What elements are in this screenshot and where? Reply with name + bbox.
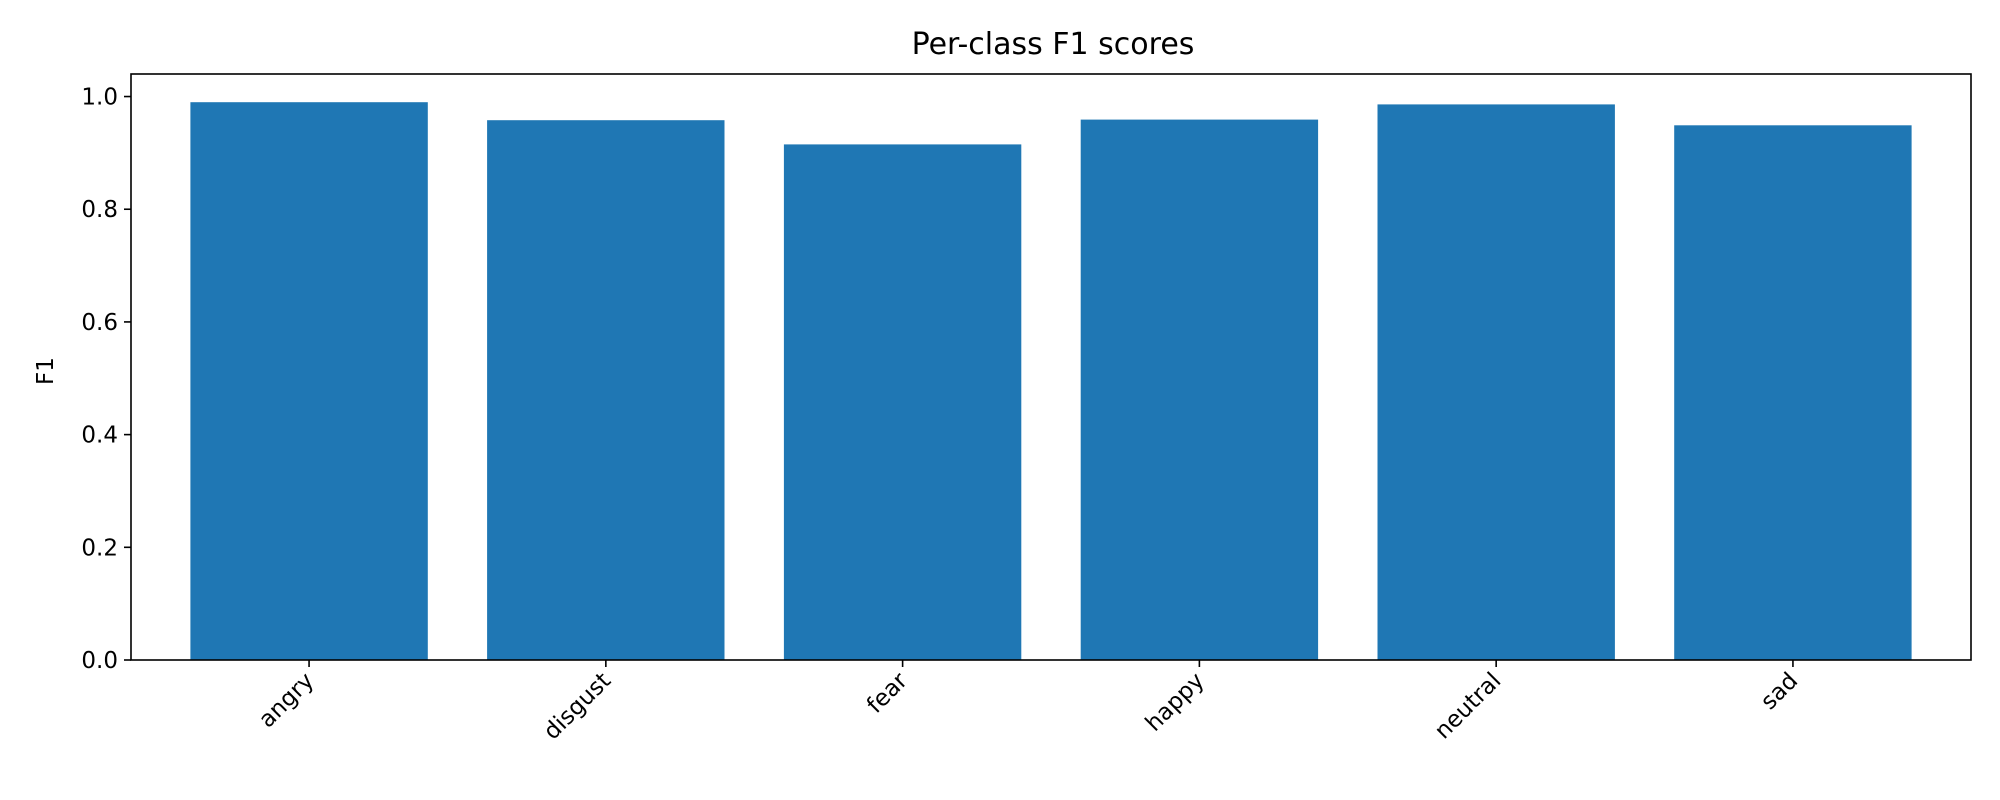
bar-sad [1674, 125, 1912, 661]
x-tick-label-angry: angry [254, 668, 319, 733]
x-tick-label-neutral: neutral [1430, 668, 1507, 745]
y-tick-label: 0.8 [81, 197, 118, 223]
y-tick-label: 0.4 [81, 423, 118, 449]
bar-fear [783, 144, 1022, 660]
bar-happy [1080, 119, 1319, 661]
bar-disgust [487, 120, 725, 660]
x-ticks-group: angry disgust fear happy neutral sad [254, 660, 1803, 745]
y-ticks-group: 0.0 0.2 0.4 0.6 0.8 1.0 [81, 85, 131, 674]
x-tick-label-sad: sad [1756, 668, 1803, 715]
y-axis-label: F1 [33, 357, 59, 385]
plot-frame [130, 73, 1972, 661]
y-tick-label: 0.0 [81, 648, 118, 674]
y-tick-label: 1.0 [81, 85, 118, 111]
x-tick-label-disgust: disgust [539, 668, 616, 745]
x-tick-label-fear: fear [862, 667, 913, 718]
y-tick-label: 0.6 [81, 310, 118, 336]
y-tick-label: 0.2 [81, 535, 118, 561]
x-tick-label-happy: happy [1141, 668, 1210, 737]
bars-group [190, 102, 1912, 661]
bar-angry [190, 102, 428, 660]
bar-neutral [1377, 104, 1615, 660]
chart-title: Per-class F1 scores [912, 27, 1195, 62]
